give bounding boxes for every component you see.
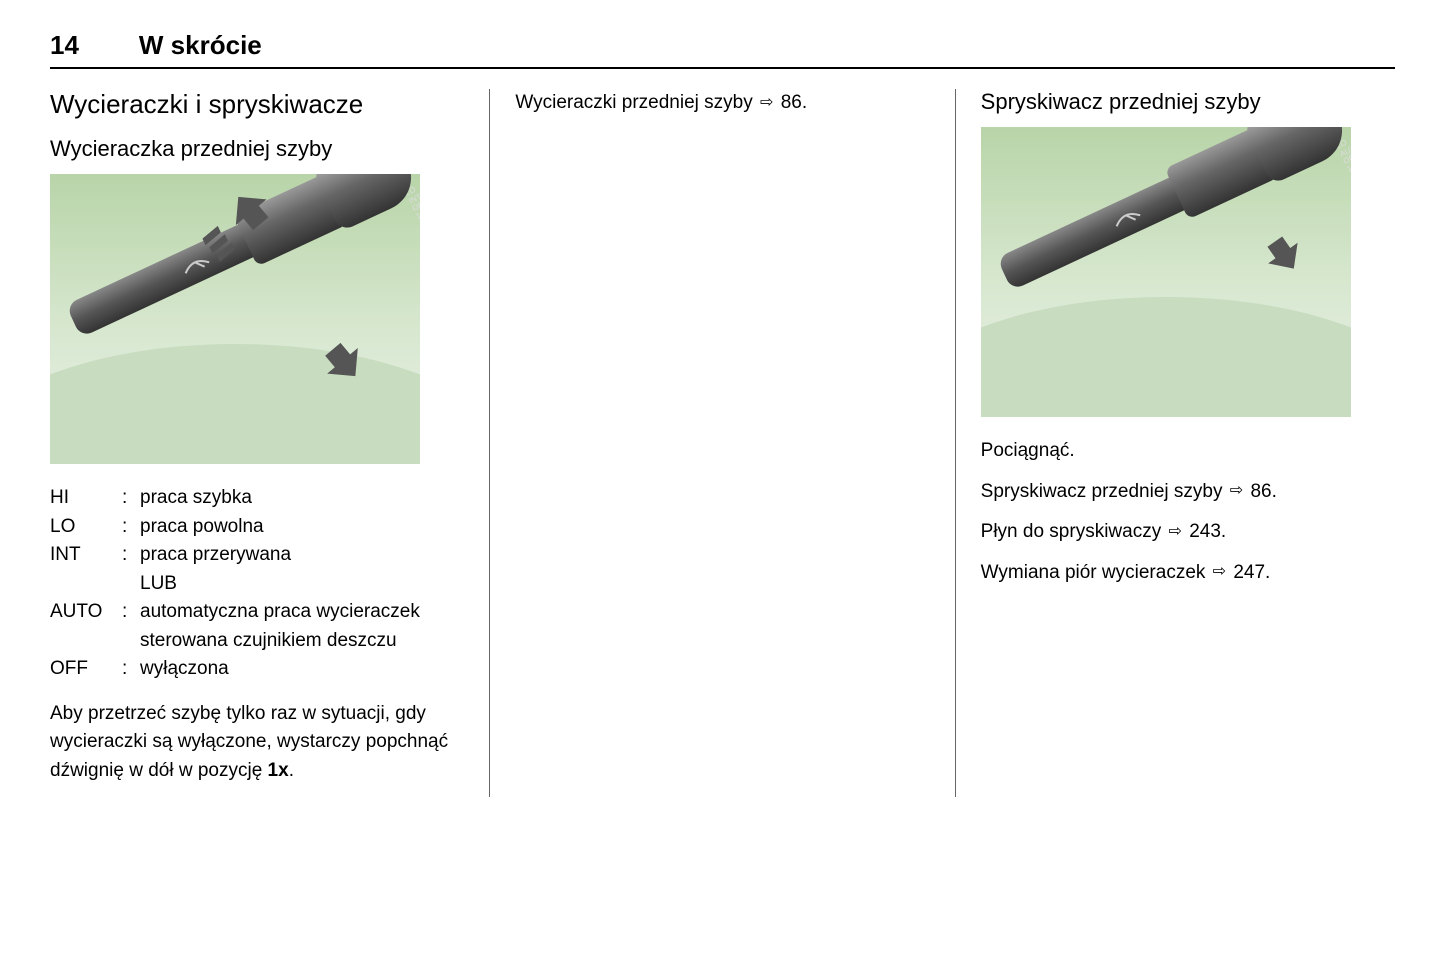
def-row: INT : praca przerywana — [50, 541, 464, 570]
figure-washer-stalk: HI LO AUTO OFF 1x OFF INT ON REAR — [981, 127, 1351, 417]
note-bold: 1x — [268, 760, 289, 781]
dashboard-curve — [981, 297, 1351, 417]
def-key: OFF — [50, 655, 122, 684]
def-key: INT — [50, 541, 122, 570]
ref-arrow-icon: ⇨ — [1230, 479, 1243, 503]
ref-num: 243. — [1189, 521, 1226, 542]
ref-arrow-icon: ⇨ — [760, 91, 773, 115]
ref-line: Płyn do spryskiwaczy ⇨ 243. — [981, 518, 1395, 547]
ref-line: Wycieraczki przedniej szyby ⇨ 86. — [515, 89, 929, 118]
sub-title-washer: Spryskiwacz przedniej szyby — [981, 89, 1395, 115]
arrow-pull-icon — [1230, 212, 1309, 293]
def-val: automatyczna praca wycieraczek sterowana… — [140, 598, 464, 655]
ref-line: Spryskiwacz przedniej szyby ⇨ 86. — [981, 478, 1395, 507]
def-val: wyłączona — [140, 655, 464, 684]
content-columns: Wycieraczki i spryskiwacze Wycieraczka p… — [50, 89, 1395, 797]
definitions-table: HI : praca szybka LO : praca powolna INT… — [50, 484, 464, 684]
page-number: 14 — [50, 30, 79, 61]
note-text: Aby przetrzeć szybę tylko raz w sytuacji… — [50, 700, 464, 786]
def-key: LO — [50, 513, 122, 542]
note-suffix: . — [289, 760, 294, 781]
ref-text: Spryskiwacz przedniej szyby — [981, 481, 1223, 502]
def-lub: LUB — [140, 570, 464, 599]
arrow-up-icon — [230, 184, 290, 249]
def-val: praca powolna — [140, 513, 464, 542]
def-sep: : — [122, 513, 140, 542]
ref-num: 86. — [781, 92, 807, 113]
column-3: Spryskiwacz przedniej szyby HI LO AUTO O… — [955, 89, 1395, 797]
def-row: AUTO : automatyczna praca wycieraczek st… — [50, 598, 464, 655]
def-row: HI : praca szybka — [50, 484, 464, 513]
ref-arrow-icon: ⇨ — [1213, 560, 1226, 584]
def-sep: : — [122, 484, 140, 513]
ref-text: Wycieraczki przedniej szyby — [515, 92, 752, 113]
def-val: praca przerywana — [140, 541, 464, 570]
ref-arrow-icon: ⇨ — [1169, 520, 1182, 544]
def-val: praca szybka — [140, 484, 464, 513]
ref-num: 86. — [1250, 481, 1276, 502]
def-row: OFF : wyłączona — [50, 655, 464, 684]
column-2: Wycieraczki przedniej szyby ⇨ 86. — [489, 89, 954, 797]
section-title: Wycieraczki i spryskiwacze — [50, 89, 464, 120]
def-row: LO : praca powolna — [50, 513, 464, 542]
ref-num: 247. — [1233, 562, 1270, 583]
def-sep: : — [122, 598, 140, 627]
def-sep: : — [122, 655, 140, 684]
ref-text: Płyn do spryskiwaczy — [981, 521, 1162, 542]
ref-line: Wymiana piór wycieraczek ⇨ 247. — [981, 559, 1395, 588]
line-pull: Pociągnąć. — [981, 437, 1395, 466]
stalk-base — [996, 173, 1192, 290]
header-title: W skrócie — [139, 30, 262, 61]
ref-text: Wymiana piór wycieraczek — [981, 562, 1206, 583]
def-sep: : — [122, 541, 140, 570]
def-key: HI — [50, 484, 122, 513]
def-key: AUTO — [50, 598, 122, 627]
page-header: 14 W skrócie — [50, 30, 1395, 69]
column-1: Wycieraczki i spryskiwacze Wycieraczka p… — [50, 89, 489, 797]
figure-wiper-stalk: HI LO INT OFF 1x OFF INT ON REAR — [50, 174, 420, 464]
note-prefix: Aby przetrzeć szybę tylko raz w sytuacji… — [50, 703, 448, 781]
sub-title-wiper: Wycieraczka przedniej szyby — [50, 136, 464, 162]
